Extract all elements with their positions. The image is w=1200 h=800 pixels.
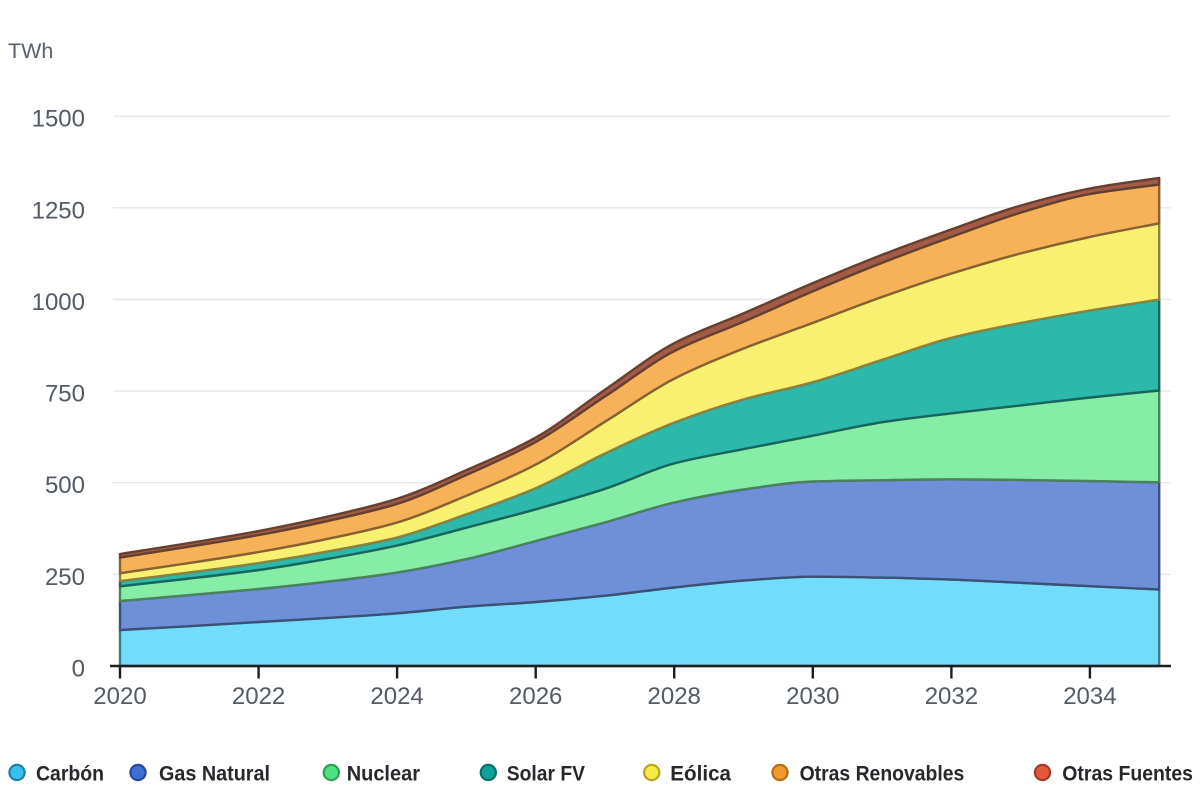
svg-text:2024: 2024 (370, 683, 423, 710)
svg-text:Otras Fuentes: Otras Fuentes (1062, 762, 1193, 786)
svg-text:1250: 1250 (32, 197, 85, 224)
svg-text:2032: 2032 (925, 683, 978, 710)
svg-text:0: 0 (72, 656, 85, 683)
svg-text:250: 250 (45, 564, 85, 591)
svg-text:2020: 2020 (93, 683, 146, 710)
svg-text:750: 750 (45, 381, 85, 408)
svg-text:2028: 2028 (648, 683, 701, 710)
svg-text:Otras Renovables: Otras Renovables (800, 762, 965, 786)
svg-text:500: 500 (45, 472, 85, 499)
svg-text:1000: 1000 (32, 289, 85, 316)
svg-text:TWh: TWh (8, 39, 53, 63)
svg-text:2030: 2030 (786, 683, 839, 710)
svg-text:2022: 2022 (232, 683, 285, 710)
svg-text:2034: 2034 (1063, 683, 1116, 710)
svg-text:Gas Natural: Gas Natural (159, 762, 270, 786)
svg-text:2026: 2026 (509, 683, 562, 710)
svg-text:Carbón: Carbón (36, 762, 104, 786)
svg-text:Eólica: Eólica (670, 762, 732, 786)
svg-text:Nuclear: Nuclear (347, 762, 421, 786)
svg-text:Solar FV: Solar FV (507, 762, 586, 786)
svg-text:1500: 1500 (32, 106, 85, 133)
